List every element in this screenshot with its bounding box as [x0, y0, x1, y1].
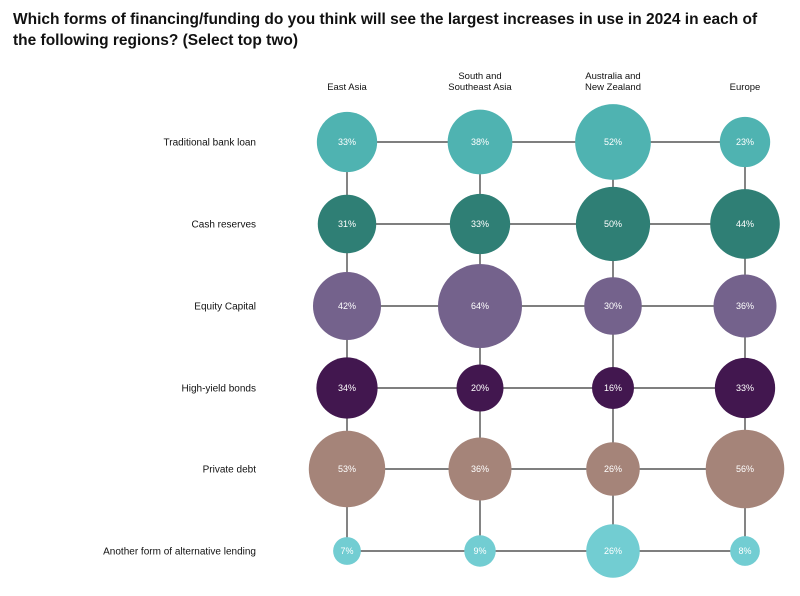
bubble [575, 104, 651, 180]
bubble [317, 194, 377, 254]
column-label: East Asia [327, 82, 367, 93]
bubble-value-label: 38% [471, 137, 489, 147]
bubble [456, 364, 504, 412]
labels: East Asia South and Southeast Asia Australi… [103, 71, 760, 558]
bubble [308, 430, 386, 508]
bubble-value-label: 26% [604, 546, 622, 556]
column-label: Australia and New Zealand [585, 71, 641, 93]
bubble [448, 437, 512, 501]
bubble-value-label: 53% [338, 464, 356, 474]
bubble-value-label: 8% [738, 546, 751, 556]
bubbles [308, 104, 785, 578]
bubble [705, 429, 785, 509]
bubble [316, 111, 378, 173]
bubble-value-label: 44% [736, 219, 754, 229]
bubble-value-label: 7% [340, 546, 353, 556]
bubble-value-label: 52% [604, 137, 622, 147]
bubble-value-label: 23% [736, 137, 754, 147]
bubble-value-label: 33% [338, 137, 356, 147]
bubble-value-label: 9% [473, 546, 486, 556]
column-label: Europe [730, 82, 761, 93]
bubble-value-label: 26% [604, 464, 622, 474]
bubble-value-label: 36% [736, 301, 754, 311]
bubble [312, 271, 382, 341]
bubble-value-label: 33% [471, 219, 489, 229]
row-label: Cash reserves [192, 220, 256, 231]
column-label: South and Southeast Asia [448, 71, 512, 93]
bubble-value-label: 30% [604, 301, 622, 311]
bubble [333, 537, 361, 565]
row-label: High-yield bonds [182, 384, 257, 395]
chart-title: Which forms of financing/funding do you … [13, 11, 758, 49]
bubble [586, 442, 640, 496]
bubble [438, 264, 522, 348]
bubble [316, 357, 378, 419]
bubble [713, 274, 777, 338]
bubble [730, 536, 760, 566]
row-label: Private debt [203, 465, 257, 476]
bubble-value-label: 20% [471, 383, 489, 393]
bubble [714, 357, 776, 419]
bubble [447, 109, 513, 175]
bubble [710, 189, 780, 259]
bubble [575, 186, 651, 262]
bubble-value-label: 50% [604, 219, 622, 229]
bubble-value-label: 33% [736, 383, 754, 393]
bubble-value-label: 42% [338, 301, 356, 311]
grid-lines [346, 141, 746, 552]
row-label: Equity Capital [194, 302, 256, 313]
bubble-value-label: 56% [736, 464, 754, 474]
bubble-value-label: 64% [471, 301, 489, 311]
bubble [592, 367, 634, 409]
bubble-value-label: 34% [338, 383, 356, 393]
bubble-value-label: 36% [471, 464, 489, 474]
bubble-value-label: 31% [338, 219, 356, 229]
row-label: Traditional bank loan [164, 138, 256, 149]
bubble [586, 524, 640, 578]
row-label: Another form of alternative lending [103, 547, 256, 558]
bubble-value-label: 16% [604, 383, 622, 393]
bubble [719, 116, 771, 168]
bubble [464, 535, 496, 567]
bubble [584, 277, 642, 335]
bubble [449, 193, 511, 255]
